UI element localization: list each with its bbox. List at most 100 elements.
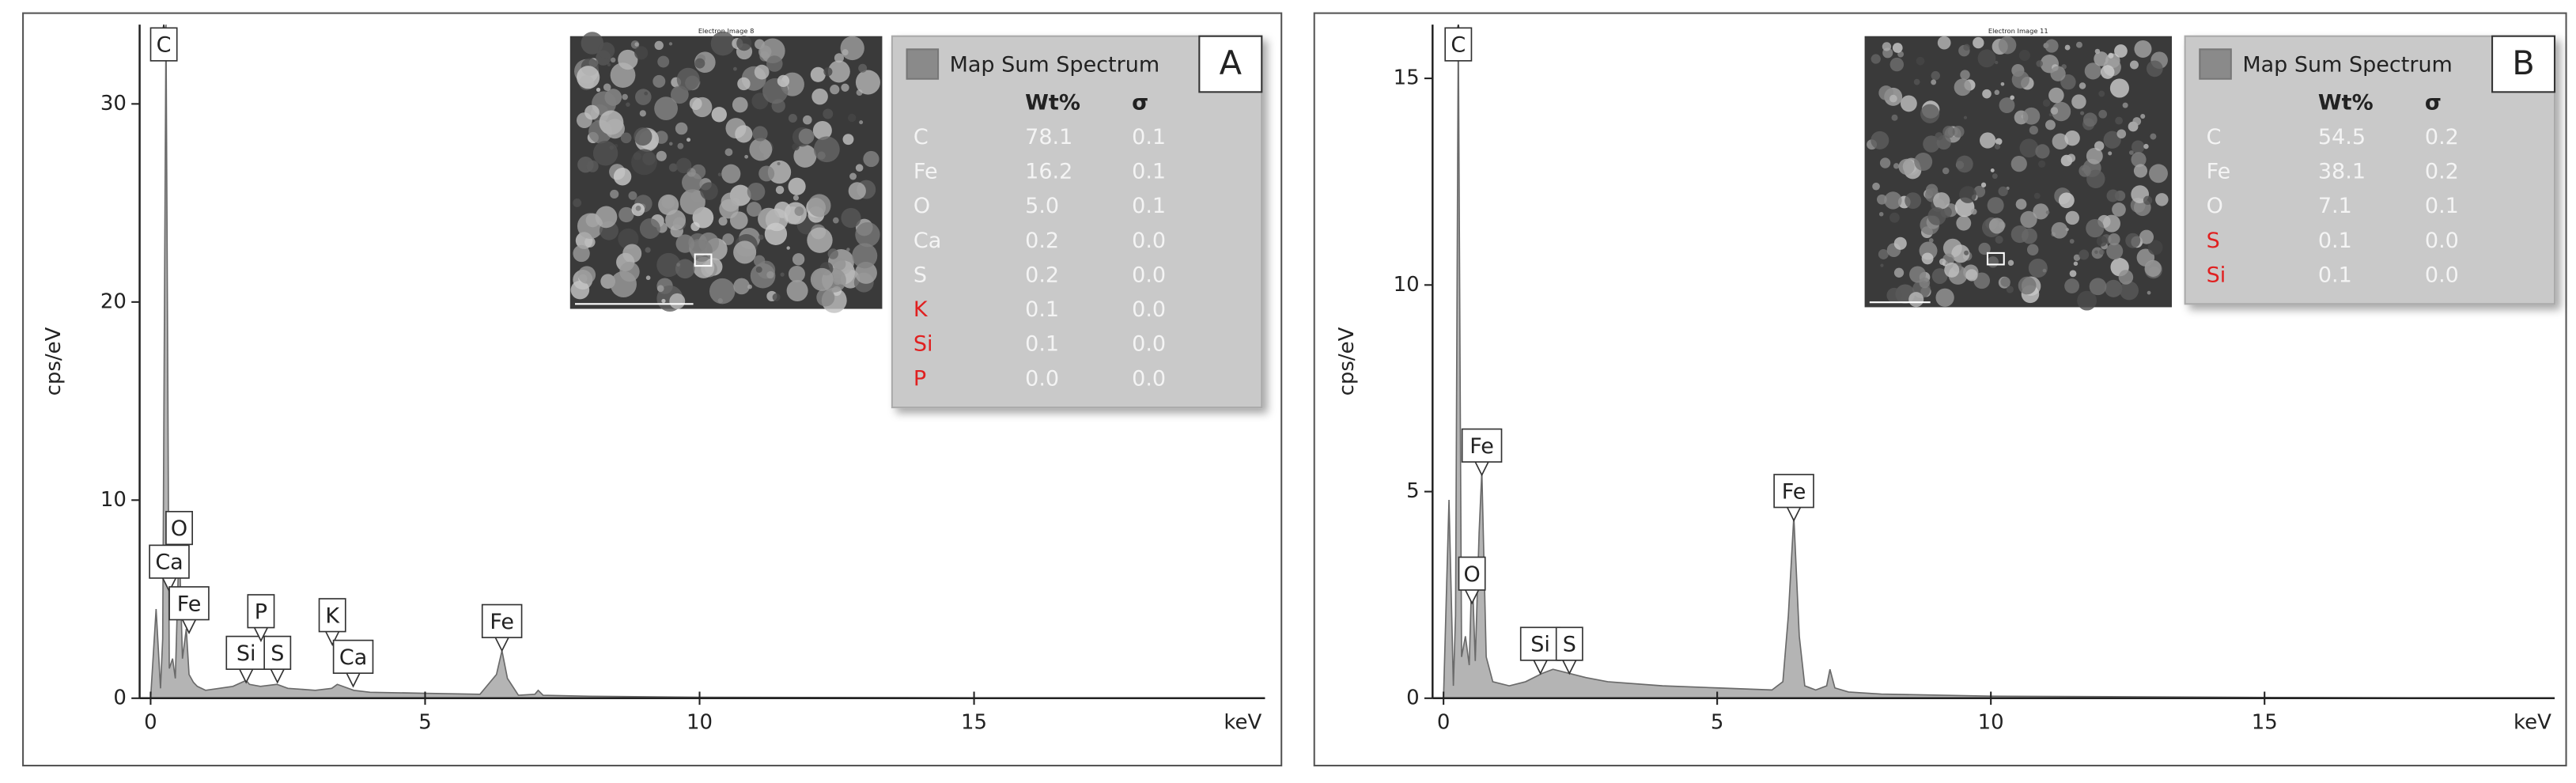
particle xyxy=(827,248,838,259)
particle xyxy=(841,83,849,92)
particle xyxy=(1878,85,1893,100)
particle xyxy=(844,261,853,270)
peak-label: Fe xyxy=(1782,479,1806,504)
particle xyxy=(2094,51,2109,66)
particle xyxy=(792,142,800,151)
particle xyxy=(584,104,600,120)
particle xyxy=(1914,153,1933,172)
particle xyxy=(573,199,582,207)
particle xyxy=(816,288,835,307)
wt-percent: 5.0 xyxy=(1025,194,1059,218)
particle xyxy=(719,199,739,219)
peak-label-box xyxy=(168,586,210,621)
element: P xyxy=(914,366,926,391)
particle xyxy=(2075,41,2082,48)
particle xyxy=(2042,99,2051,108)
particle xyxy=(732,66,737,71)
particle xyxy=(2073,254,2081,261)
image-title: Electron Image 8 xyxy=(698,27,755,35)
y-axis-label: cps/eV xyxy=(42,327,66,395)
peak-pointer xyxy=(346,672,361,688)
particle xyxy=(645,247,651,253)
particle xyxy=(1987,197,2004,214)
particle xyxy=(2133,164,2148,178)
particle xyxy=(1937,36,1951,50)
particle xyxy=(2144,259,2162,277)
particle xyxy=(788,113,797,123)
particle xyxy=(618,228,639,249)
particle xyxy=(2150,133,2157,140)
particle xyxy=(1913,78,1920,85)
y-tick-label: 0 xyxy=(113,686,127,709)
peak-pointer xyxy=(494,637,509,652)
image-marker xyxy=(1986,252,2005,266)
particle xyxy=(1891,114,1898,121)
y-tick-label: 15 xyxy=(1394,66,1420,90)
particle xyxy=(1928,238,1934,243)
particle xyxy=(863,150,879,168)
x-tick-label: 0 xyxy=(144,710,157,734)
particle xyxy=(598,42,615,59)
particle xyxy=(2079,165,2091,177)
particle xyxy=(1994,143,2001,149)
particle xyxy=(752,126,768,142)
particle xyxy=(2100,65,2115,79)
particle xyxy=(848,182,866,200)
image-texture xyxy=(570,31,880,313)
particle xyxy=(2084,62,2101,80)
peak-label-box xyxy=(165,510,193,546)
particle xyxy=(718,217,728,226)
particle xyxy=(766,270,774,279)
particle xyxy=(2146,60,2163,78)
particle xyxy=(690,239,713,263)
peak-label: Ca xyxy=(155,550,183,575)
particle xyxy=(1999,97,2015,114)
wt-percent: 78.1 xyxy=(1025,125,1072,149)
particle xyxy=(603,83,611,91)
particle xyxy=(1988,218,2005,234)
particle xyxy=(1990,168,1995,172)
sigma: 0.0 xyxy=(2425,229,2459,253)
particle xyxy=(2114,44,2128,58)
particle xyxy=(709,278,736,304)
particle xyxy=(786,246,790,250)
particle xyxy=(1979,132,1996,149)
particle xyxy=(792,195,799,201)
particle xyxy=(1931,70,1940,81)
particle xyxy=(1973,272,1991,289)
particle xyxy=(721,164,741,183)
peak-label-box xyxy=(1773,474,1814,509)
particle xyxy=(2033,192,2041,199)
particle xyxy=(2103,130,2121,149)
particle xyxy=(693,256,715,278)
particle xyxy=(1886,287,1902,303)
particle xyxy=(1893,163,1900,169)
wt-percent: 0.1 xyxy=(1025,332,1059,357)
particle xyxy=(1939,258,1946,266)
particle xyxy=(2079,249,2090,260)
particle xyxy=(849,172,857,180)
particle xyxy=(792,253,805,266)
y-tick-label: 20 xyxy=(100,289,127,313)
particle xyxy=(694,58,705,69)
particle xyxy=(1951,244,1970,263)
particle xyxy=(807,227,833,253)
particle xyxy=(577,66,600,89)
particle xyxy=(687,138,691,142)
particle xyxy=(2089,278,2107,296)
particle xyxy=(634,127,653,146)
particle xyxy=(1916,56,1925,66)
particle xyxy=(793,144,817,168)
particle xyxy=(656,150,667,161)
particle xyxy=(764,222,788,245)
particle xyxy=(733,278,750,295)
particle xyxy=(2143,143,2149,149)
element: Si xyxy=(914,332,933,357)
peak-label-box xyxy=(149,544,190,579)
wt-percent: 7.1 xyxy=(2318,194,2352,218)
sigma: 0.1 xyxy=(2425,194,2459,218)
x-tick-label: 5 xyxy=(1711,710,1724,734)
peak-label-box xyxy=(247,594,275,629)
particle xyxy=(1963,44,1970,51)
sigma: 0.0 xyxy=(1132,332,1166,357)
